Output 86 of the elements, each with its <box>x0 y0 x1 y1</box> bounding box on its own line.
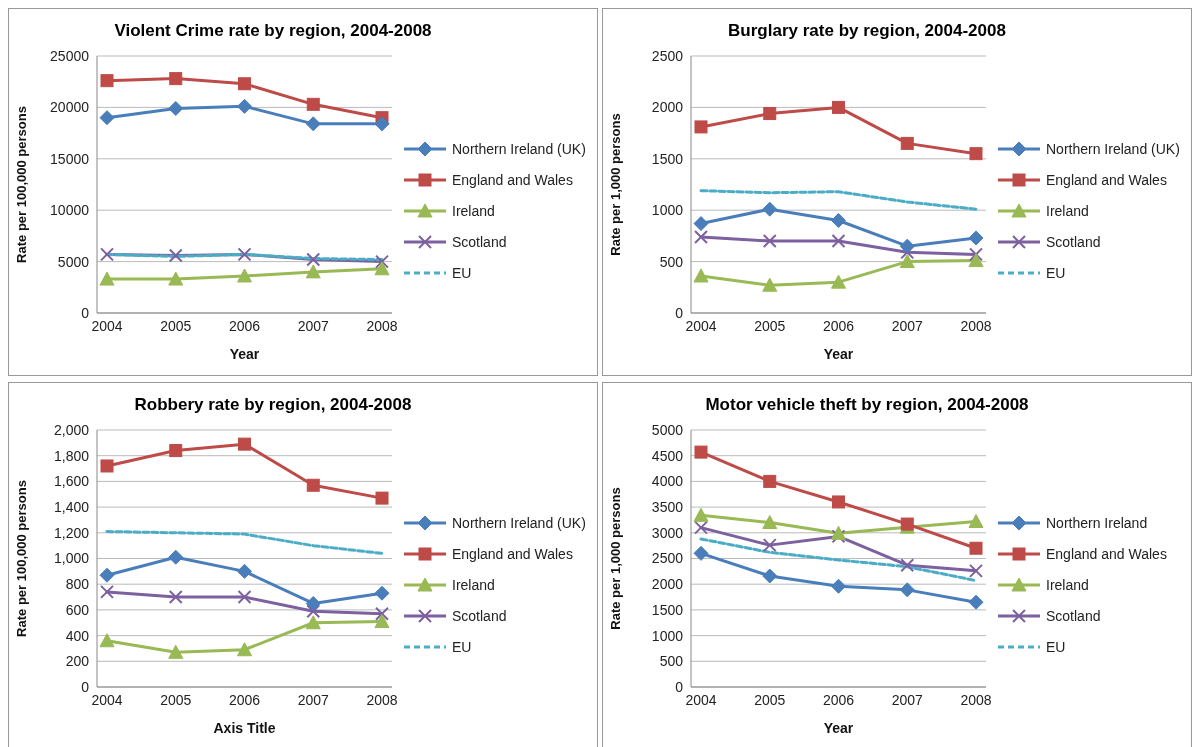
x-tick-label: 2005 <box>754 691 786 708</box>
legend-label: Ireland <box>1046 576 1090 594</box>
legend-label: Scotland <box>452 607 508 625</box>
y-tick-label: 20000 <box>50 99 90 116</box>
y-axis-title: Rate per 1,000 persons <box>607 113 623 256</box>
y-tick-label: 2000 <box>651 99 684 116</box>
y-tick-label: 800 <box>65 576 90 593</box>
y-tick-label: 2500 <box>651 47 684 64</box>
y-tick-label: 600 <box>65 601 90 618</box>
legend-label: Ireland <box>1046 202 1090 220</box>
legend-label: Scotland <box>452 233 508 251</box>
y-tick-label: 1,200 <box>53 524 90 541</box>
y-tick-label: 500 <box>659 253 684 270</box>
x-tick-label: 2006 <box>822 317 855 334</box>
x-tick-label: 2005 <box>160 317 192 334</box>
legend-label: EU <box>452 264 473 282</box>
x-tick-label: 2005 <box>754 317 786 334</box>
x-tick-label: 2004 <box>685 691 717 708</box>
y-tick-label: 1000 <box>651 202 684 219</box>
x-tick-label: 2004 <box>685 317 717 334</box>
x-tick-label: 2004 <box>91 691 123 708</box>
legend-label: Northern Ireland (UK) <box>452 514 587 532</box>
y-tick-label: 25000 <box>50 47 90 64</box>
legend-label: Northern Ireland (UK) <box>452 140 587 158</box>
y-tick-label: 5000 <box>57 253 90 270</box>
x-axis-title: Year <box>823 346 854 362</box>
y-tick-label: 0 <box>675 678 684 695</box>
x-tick-label: 2006 <box>228 691 261 708</box>
y-tick-label: 1500 <box>651 601 684 618</box>
x-tick-label: 2007 <box>891 691 924 708</box>
y-tick-label: 400 <box>65 627 90 644</box>
y-tick-label: 500 <box>659 653 684 670</box>
y-tick-label: 3000 <box>651 524 684 541</box>
y-tick-label: 0 <box>81 678 90 695</box>
legend-label: EU <box>452 638 473 656</box>
legend-label: England and Wales <box>1046 545 1168 563</box>
chart-title: Robbery rate by region, 2004-2008 <box>134 395 412 414</box>
legend-label: EU <box>1046 264 1067 282</box>
chart-title: Violent Crime rate by region, 2004-2008 <box>114 21 432 40</box>
legend-label: Northern Ireland <box>1046 514 1149 532</box>
y-tick-label: 0 <box>675 304 684 321</box>
y-tick-label: 1500 <box>651 150 684 167</box>
legend-label: Ireland <box>452 202 496 220</box>
y-tick-label: 4500 <box>651 447 684 464</box>
y-tick-label: 1,400 <box>53 499 90 516</box>
y-tick-label: 2000 <box>651 576 684 593</box>
legend-label: England and Wales <box>452 545 574 563</box>
legend-label: Scotland <box>1046 607 1102 625</box>
legend-label: Scotland <box>1046 233 1102 251</box>
x-tick-label: 2005 <box>160 691 192 708</box>
x-axis-title: Axis Title <box>213 720 276 736</box>
x-tick-label: 2008 <box>366 691 398 708</box>
legend-label: England and Wales <box>1046 171 1168 189</box>
y-tick-label: 4000 <box>651 473 684 490</box>
legend-label: England and Wales <box>452 171 574 189</box>
chart-title: Motor vehicle theft by region, 2004-2008 <box>705 395 1029 414</box>
x-tick-label: 2008 <box>960 317 992 334</box>
y-tick-label: 2500 <box>651 550 684 567</box>
y-tick-label: 15000 <box>50 150 90 167</box>
x-tick-label: 2007 <box>297 691 330 708</box>
x-tick-label: 2004 <box>91 317 123 334</box>
x-axis-title: Year <box>229 346 260 362</box>
y-tick-label: 0 <box>81 304 90 321</box>
x-tick-label: 2007 <box>297 317 330 334</box>
y-tick-label: 3500 <box>651 499 684 516</box>
y-axis-title: Rate per 1,000 persons <box>607 487 623 630</box>
y-tick-label: 1,800 <box>53 447 90 464</box>
legend-label: Northern Ireland (UK) <box>1046 140 1181 158</box>
y-tick-label: 1,000 <box>53 550 90 567</box>
x-axis-title: Year <box>823 720 854 736</box>
y-tick-label: 1,600 <box>53 473 90 490</box>
y-tick-label: 1000 <box>651 627 684 644</box>
legend-label: Ireland <box>452 576 496 594</box>
x-tick-label: 2008 <box>366 317 398 334</box>
y-axis-title: Rate per 100,000 persons <box>13 106 29 263</box>
legend-label: EU <box>1046 638 1067 656</box>
y-tick-label: 2,000 <box>53 421 90 438</box>
x-tick-label: 2006 <box>822 691 855 708</box>
y-tick-label: 5000 <box>651 421 684 438</box>
y-axis-title: Rate per 100,000 persons <box>13 480 29 637</box>
x-tick-label: 2006 <box>228 317 261 334</box>
chart-title: Burglary rate by region, 2004-2008 <box>728 21 1006 40</box>
x-tick-label: 2007 <box>891 317 924 334</box>
y-tick-label: 200 <box>65 653 90 670</box>
x-tick-label: 2008 <box>960 691 992 708</box>
y-tick-label: 10000 <box>50 202 90 219</box>
